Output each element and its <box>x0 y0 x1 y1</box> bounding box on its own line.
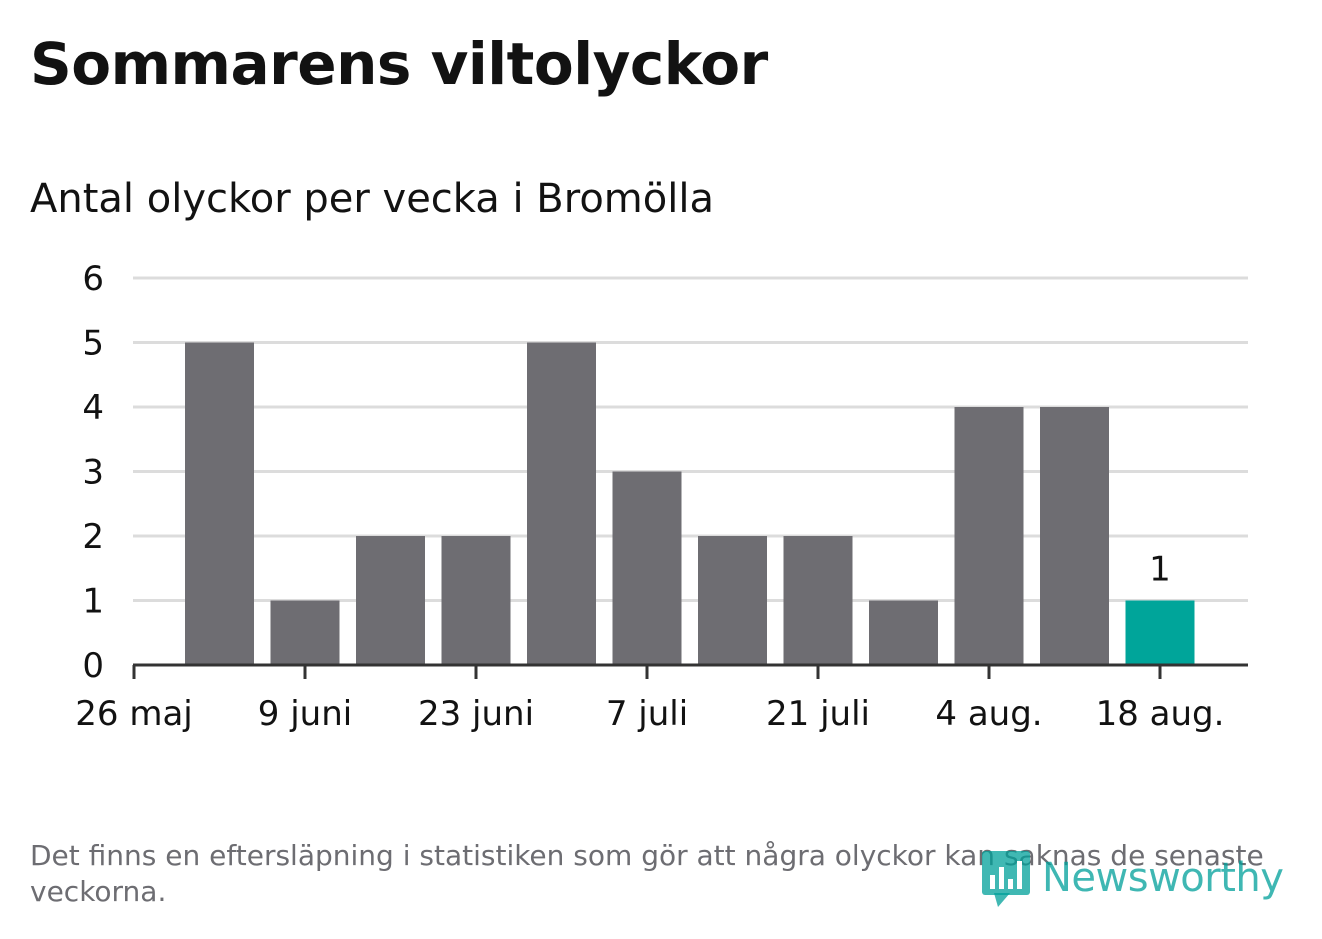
bars <box>185 342 1195 665</box>
bar-chart: 0 1 2 3 4 5 6 1 26 maj 9 juni 23 juni 7 juli 21 juli… <box>75 259 1248 734</box>
bar <box>869 600 938 665</box>
newsworthy-logo: Newsworthy <box>980 846 1300 910</box>
x-tick-label: 7 juli <box>606 694 688 734</box>
labels: 0 1 2 3 4 5 6 1 26 maj 9 juni 23 juni 7 juli 21 juli… <box>75 259 1224 734</box>
y-tick-label: 4 <box>82 388 104 428</box>
x-tick-label: 26 maj <box>75 694 192 734</box>
bar <box>783 536 853 665</box>
footnote: Det finns en eftersläpning i statistiken… <box>30 839 1264 908</box>
y-tick-label: 3 <box>82 453 104 493</box>
y-tick-label: 2 <box>82 517 104 557</box>
chart-title: Sommarens viltolyckor <box>30 30 768 98</box>
bar <box>1125 600 1195 665</box>
x-tick-label: 23 juni <box>418 694 534 734</box>
x-tick-label: 9 juni <box>258 694 352 734</box>
y-tick-label: 1 <box>82 582 104 622</box>
y-tick-label: 6 <box>82 259 104 299</box>
logo-wordmark: Newsworthy <box>1042 855 1284 901</box>
chart-subtitle: Antal olyckor per vecka i Bromölla <box>30 176 714 222</box>
bar <box>954 407 1024 665</box>
bar <box>441 536 511 665</box>
bar <box>356 536 425 665</box>
axes <box>132 663 1248 679</box>
y-tick-label: 5 <box>82 324 104 364</box>
bar <box>698 536 767 665</box>
x-tick-label: 18 aug. <box>1096 694 1225 734</box>
bar-chart-logo-icon <box>982 851 1030 907</box>
y-tick-label: 0 <box>82 646 104 686</box>
bar <box>185 342 254 665</box>
x-tick-label: 4 aug. <box>935 694 1042 734</box>
bar-value-label: 1 <box>1149 550 1171 590</box>
bar <box>270 600 340 665</box>
bar <box>612 471 682 665</box>
bar <box>527 342 596 665</box>
x-tick-label: 21 juli <box>766 694 870 734</box>
bar <box>1040 407 1109 665</box>
